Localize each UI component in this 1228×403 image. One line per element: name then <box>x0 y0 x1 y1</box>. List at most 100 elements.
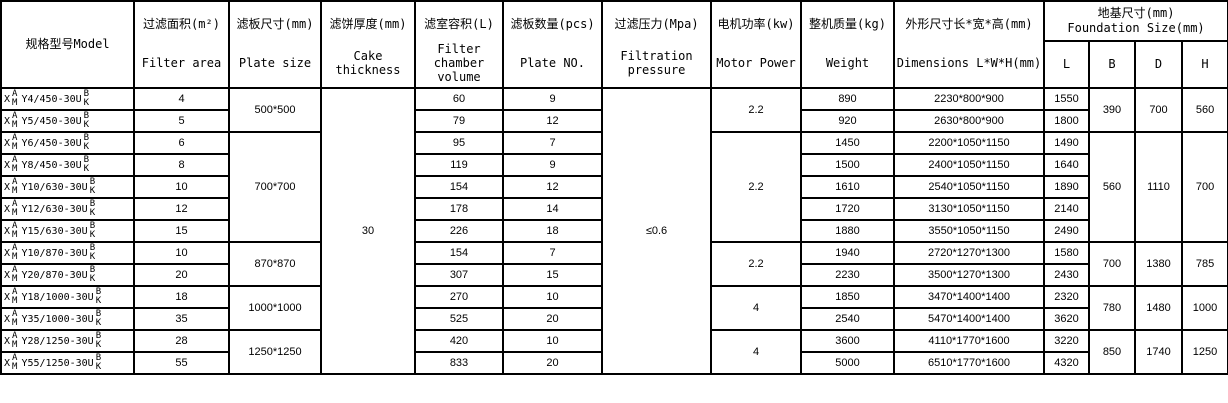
plate-no-cell: 15 <box>502 263 603 287</box>
header-dimensions: 外形尺寸长*宽*高(mm) Dimensions L*W*H(mm) <box>893 0 1045 89</box>
weight-cell: 1450 <box>800 131 895 155</box>
table-body: X A M Y4/450-30U B K 4 500*500 30 60 9 ≤0.6 2.2 890 22… <box>0 87 1228 375</box>
dimensions-cell: 2720*1270*1300 <box>893 241 1045 265</box>
plate-no-cell: 9 <box>502 87 603 111</box>
foundation-b-cell: 560 <box>1088 131 1136 243</box>
chamber-volume-cell: 60 <box>414 87 504 111</box>
table-row: X A M Y12/630-30U B K 12 178 14 1720 3130*1050*115… <box>0 197 1228 221</box>
foundation-h-cell: 785 <box>1180 241 1228 287</box>
foundation-l-cell: 1890 <box>1043 175 1090 199</box>
plate-no-cell: 10 <box>502 329 603 353</box>
header-filter-area: 过滤面积(m²) Filter area <box>133 0 230 89</box>
foundation-h-cell: 1000 <box>1180 285 1228 331</box>
model-cell: X A M Y10/870-30U B K <box>0 241 135 265</box>
chamber-volume-cell: 119 <box>414 153 504 177</box>
model-prefix: X <box>4 94 11 105</box>
weight-cell: 1720 <box>800 197 895 221</box>
weight-cell: 1610 <box>800 175 895 199</box>
model-cell: X A M Y8/450-30U B K <box>0 153 135 177</box>
header-foundation-h: H <box>1180 40 1228 89</box>
foundation-l-cell: 1550 <box>1043 87 1090 111</box>
plate-no-cell: 9 <box>502 153 603 177</box>
plate-no-cell: 14 <box>502 197 603 221</box>
filter-area-cell: 18 <box>133 285 230 309</box>
plate-no-cell: 20 <box>502 307 603 331</box>
model-code: Y4/450-30U <box>21 94 82 105</box>
model-prefix: X <box>4 160 11 171</box>
foundation-b-cell: 780 <box>1088 285 1136 331</box>
foundation-l-cell: 1800 <box>1043 109 1090 133</box>
foundation-d-cell: 1380 <box>1134 241 1183 287</box>
model-cell: X A M Y5/450-30U B K <box>0 109 135 133</box>
header-weight: 整机质量(kg) Weight <box>800 0 895 89</box>
weight-cell: 3600 <box>800 329 895 353</box>
weight-cell: 1880 <box>800 219 895 243</box>
filter-area-cell: 12 <box>133 197 230 221</box>
plate-no-cell: 20 <box>502 351 603 375</box>
dimensions-cell: 3550*1050*1150 <box>893 219 1045 243</box>
foundation-b-cell: 700 <box>1088 241 1136 287</box>
model-prefix: X <box>4 182 11 193</box>
model-cell: X A M Y15/630-30U B K <box>0 219 135 243</box>
motor-power-cell: 2.2 <box>710 131 802 243</box>
header-cake-thickness: 滤饼厚度(mm) Cake thickness <box>320 0 416 89</box>
model-prefix: X <box>4 270 11 281</box>
foundation-h-cell: 560 <box>1180 87 1228 133</box>
dimensions-cell: 3470*1400*1400 <box>893 285 1045 309</box>
model-prefix: X <box>4 314 11 325</box>
plate-no-cell: 10 <box>502 285 603 309</box>
model-code: Y55/1250-30U <box>21 358 94 369</box>
filter-area-cell: 28 <box>133 329 230 353</box>
model-code: Y5/450-30U <box>21 116 82 127</box>
model-code: Y28/1250-30U <box>21 336 94 347</box>
model-cell: X A M Y18/1000-30U B K <box>0 285 135 309</box>
chamber-volume-cell: 178 <box>414 197 504 221</box>
dimensions-cell: 2540*1050*1150 <box>893 175 1045 199</box>
foundation-h-cell: 1250 <box>1180 329 1228 375</box>
model-prefix: X <box>4 358 11 369</box>
dimensions-cell: 2230*800*900 <box>893 87 1045 111</box>
model-code: Y12/630-30U <box>21 204 88 215</box>
model-cell: X A M Y20/870-30U B K <box>0 263 135 287</box>
filter-area-cell: 10 <box>133 241 230 265</box>
dimensions-cell: 6510*1770*1600 <box>893 351 1045 375</box>
plate-size-cell: 700*700 <box>228 131 322 243</box>
model-prefix: X <box>4 292 11 303</box>
table-row: X A M Y55/1250-30U B K 55 833 20 5000 6510*1770*16… <box>0 351 1228 375</box>
chamber-volume-cell: 833 <box>414 351 504 375</box>
foundation-l-cell: 4320 <box>1043 351 1090 375</box>
filter-area-cell: 15 <box>133 219 230 243</box>
table-row: X A M Y8/450-30U B K 8 119 9 1500 2400*1050*1150 16… <box>0 153 1228 177</box>
motor-power-cell: 4 <box>710 285 802 331</box>
foundation-l-cell: 2140 <box>1043 197 1090 221</box>
plate-size-cell: 870*870 <box>228 241 322 287</box>
chamber-volume-cell: 226 <box>414 219 504 243</box>
dimensions-cell: 5470*1400*1400 <box>893 307 1045 331</box>
dimensions-cell: 3500*1270*1300 <box>893 263 1045 287</box>
model-cell: X A M Y12/630-30U B K <box>0 197 135 221</box>
model-code: Y18/1000-30U <box>21 292 94 303</box>
motor-power-cell: 2.2 <box>710 87 802 133</box>
chamber-volume-cell: 95 <box>414 131 504 155</box>
motor-power-cell: 4 <box>710 329 802 375</box>
plate-no-cell: 7 <box>502 131 603 155</box>
model-cell: X A M Y55/1250-30U B K <box>0 351 135 375</box>
table-row: X A M Y4/450-30U B K 4 500*500 30 60 9 ≤0.6 2.2 890 22… <box>0 87 1228 375</box>
header-foundation-b: B <box>1088 40 1136 89</box>
foundation-h-cell: 700 <box>1180 131 1228 243</box>
filter-area-cell: 20 <box>133 263 230 287</box>
header-chamber-volume: 滤室容积(L) Filter chamber volume <box>414 0 504 89</box>
foundation-l-cell: 1580 <box>1043 241 1090 265</box>
